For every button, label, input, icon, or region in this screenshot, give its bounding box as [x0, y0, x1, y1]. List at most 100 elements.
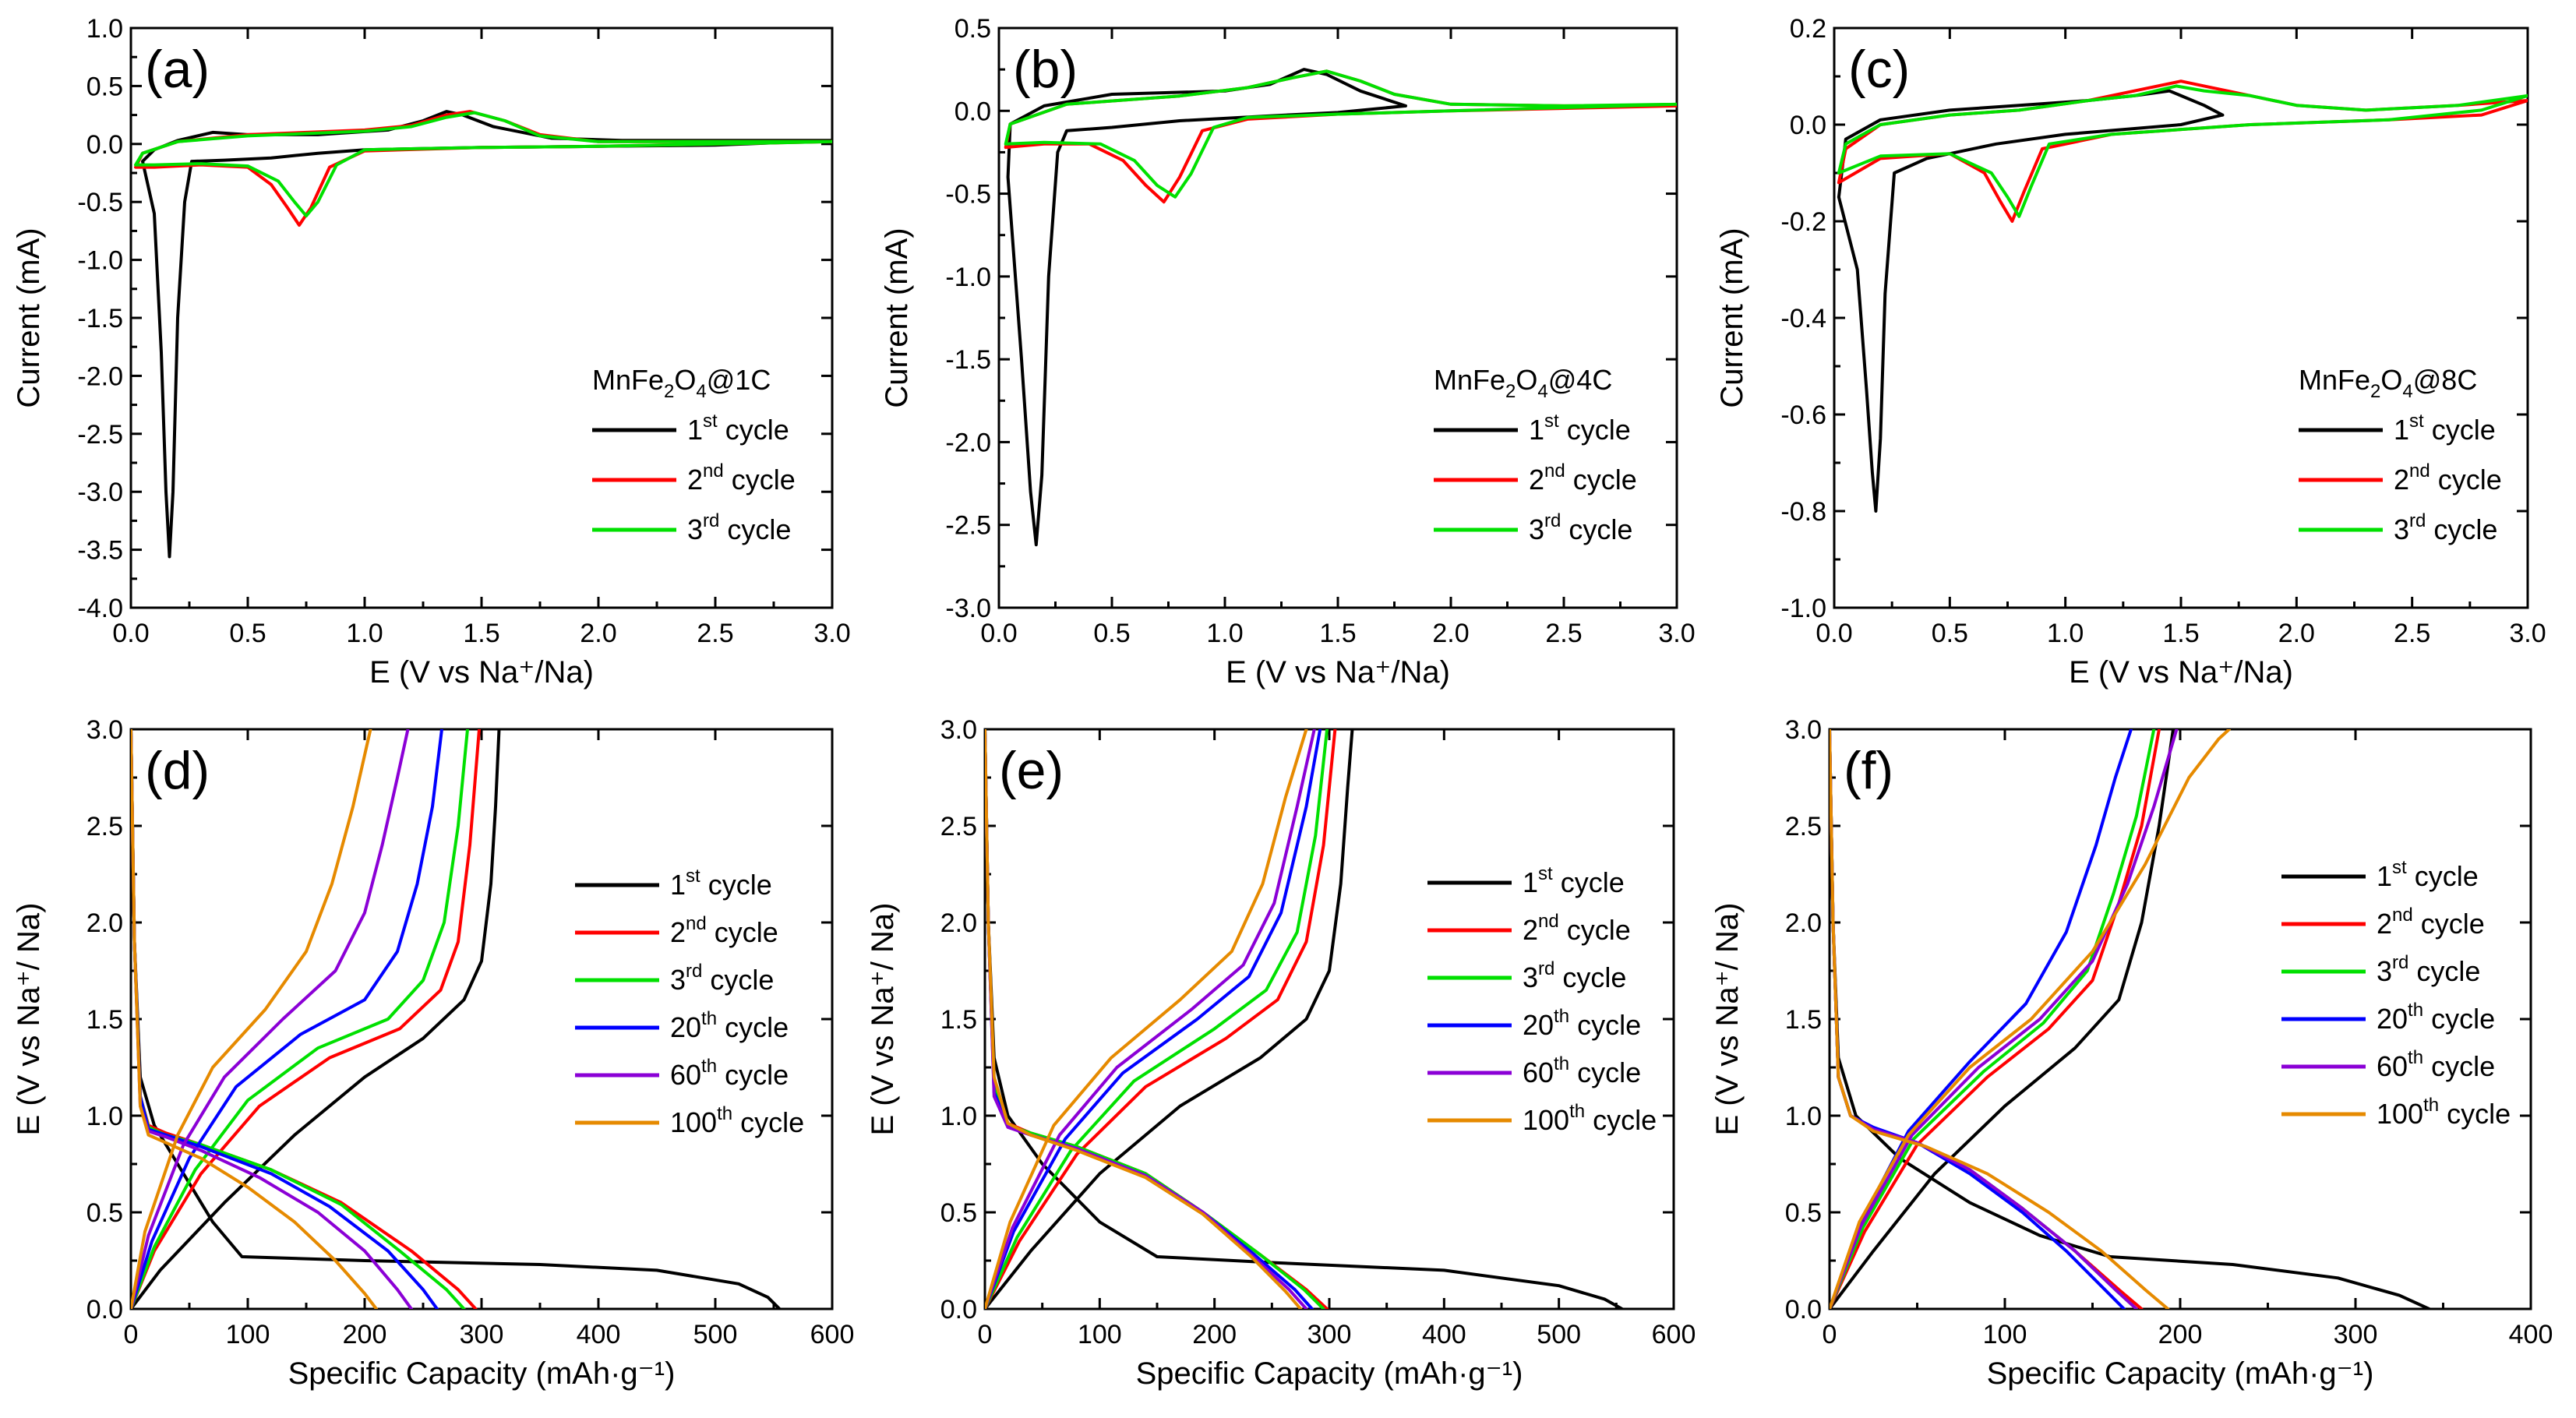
legend-entry-suffix: cycle — [2439, 1098, 2511, 1130]
y-tick-label: 2.5 — [86, 812, 123, 841]
legend-entry-suffix: cycle — [2423, 1050, 2495, 1082]
series-line-3rd-charge — [131, 729, 469, 1309]
y-tick-label: -0.5 — [945, 180, 991, 210]
series-line-3rd — [134, 111, 832, 218]
legend-title-sub: 2 — [1505, 381, 1516, 402]
series-line-100th-charge — [1830, 729, 2231, 1309]
legend-entry-number: 2 — [2377, 908, 2392, 940]
legend-title-sub: 2 — [2370, 381, 2380, 402]
y-tick-label: 0.0 — [955, 97, 991, 126]
legend-entry-suffix: cycle — [2426, 513, 2497, 545]
y-tick-label: 2.0 — [940, 908, 977, 938]
panel-label: (e) — [999, 741, 1064, 800]
legend-entry-100th: 100th cycle — [670, 1103, 804, 1138]
x-tick-label: 200 — [343, 1320, 387, 1349]
legend-entry-superscript: st — [2392, 857, 2407, 878]
x-tick-label: 1.0 — [346, 619, 383, 648]
legend-title-sub: 2 — [664, 381, 674, 402]
series-line-60th-charge — [985, 729, 1316, 1309]
legend-entry-superscript: th — [1554, 1006, 1569, 1027]
legend-title-base: MnFe — [2299, 364, 2370, 396]
legend-entry-suffix: cycle — [707, 916, 778, 948]
x-tick-label: 0.0 — [980, 619, 1017, 648]
legend-entry-suffix: cycle — [719, 513, 791, 545]
x-tick-label: 400 — [577, 1320, 621, 1349]
x-tick-label: 200 — [1192, 1320, 1237, 1349]
y-tick-label: 3.0 — [86, 715, 123, 745]
legend-entry-number: 1 — [2394, 414, 2409, 446]
x-tick-label: 0.5 — [1093, 619, 1130, 648]
x-axis-title: E (V vs Na⁺/Na) — [369, 655, 594, 690]
y-tick-label: -0.4 — [1780, 304, 1826, 333]
legend-entry-number: 20 — [2377, 1003, 2408, 1035]
y-tick-label: -0.2 — [1780, 207, 1826, 237]
legend-entry-superscript: th — [2423, 1095, 2439, 1116]
series-line-3rd — [1004, 69, 1677, 199]
y-tick-label: 1.0 — [940, 1102, 977, 1131]
x-tick-label: 3.0 — [2509, 619, 2546, 648]
y-tick-label: 0.5 — [86, 72, 123, 101]
legend-entry-suffix: cycle — [2407, 860, 2479, 892]
series-line-2nd — [1830, 729, 2144, 1309]
y-axis-title: E (V vs Na⁺/ Na) — [1710, 903, 1745, 1136]
y-tick-label: 0.5 — [940, 1198, 977, 1228]
y-tick-label: -0.5 — [77, 188, 123, 217]
y-axis-title: E (V vs Na⁺/ Na) — [866, 903, 900, 1136]
series-line-100th — [131, 729, 378, 1309]
legend-entry-number: 3 — [670, 964, 686, 996]
x-tick-label: 3.0 — [1658, 619, 1695, 648]
y-tick-label: 0.0 — [1785, 1295, 1822, 1325]
y-tick-label: 2.0 — [86, 908, 123, 938]
series-line-60th — [1830, 729, 2138, 1309]
y-tick-label: -0.8 — [1780, 497, 1826, 527]
legend-entry-3rd: 3rd cycle — [1529, 510, 1632, 545]
legend-entry-suffix: cycle — [2424, 414, 2496, 446]
series-line-3rd — [1830, 729, 2138, 1309]
panel-label: (f) — [1844, 741, 1893, 800]
legend-entry-1st: 1st cycle — [2394, 411, 2496, 446]
legend-entry-suffix: cycle — [2413, 908, 2485, 940]
y-tick-label: -3.5 — [77, 536, 123, 566]
legend-entry-number: 100 — [670, 1106, 717, 1138]
y-tick-label: 3.0 — [1785, 715, 1822, 745]
x-tick-label: 1.0 — [1206, 619, 1243, 648]
x-tick-label: 100 — [1983, 1320, 2027, 1349]
y-tick-label: 1.0 — [1785, 1102, 1822, 1131]
series-line-20th — [985, 729, 1314, 1309]
x-axis-title: Specific Capacity (mAh·g⁻¹) — [1136, 1356, 1523, 1391]
series-line-2nd-charge — [1830, 729, 2161, 1309]
legend-entry-suffix: cycle — [1569, 1009, 1641, 1041]
y-tick-label: 2.5 — [940, 812, 977, 841]
x-tick-label: 3.0 — [813, 619, 850, 648]
y-tick-label: 1.0 — [86, 1102, 123, 1131]
series-line-1st-charge — [985, 729, 1354, 1309]
x-tick-label: 1.0 — [2047, 619, 2084, 648]
legend-entry-3rd: 3rd cycle — [670, 961, 774, 996]
y-tick-label: -2.0 — [77, 362, 123, 391]
legend-entry-number: 20 — [1523, 1009, 1554, 1041]
legend-title-mid: O — [1516, 364, 1537, 396]
panel-label: (a) — [145, 40, 210, 99]
legend-entry-suffix: cycle — [2408, 955, 2480, 987]
x-axis-title: Specific Capacity (mAh·g⁻¹) — [288, 1356, 676, 1391]
y-tick-label: -3.0 — [77, 478, 123, 507]
series-group — [1837, 79, 2528, 513]
legend-entry-number: 3 — [1523, 961, 1538, 993]
legend-entry-superscript: th — [1554, 1053, 1569, 1074]
series-line-60th-charge — [1830, 729, 2179, 1309]
y-axis-title: Current (mA) — [880, 228, 914, 407]
legend-entry-superscript: nd — [2392, 905, 2413, 926]
legend-entry-suffix: cycle — [700, 869, 772, 901]
y-tick-label: -2.0 — [945, 428, 991, 457]
y-tick-label: -1.0 — [945, 263, 991, 292]
legend-entry-1st: 1st cycle — [2377, 857, 2479, 892]
legend-entry-suffix: cycle — [717, 1059, 789, 1091]
x-tick-label: 600 — [810, 1320, 855, 1349]
legend-entry-2nd: 2nd cycle — [687, 460, 796, 496]
legend-entry-number: 60 — [1523, 1056, 1554, 1088]
